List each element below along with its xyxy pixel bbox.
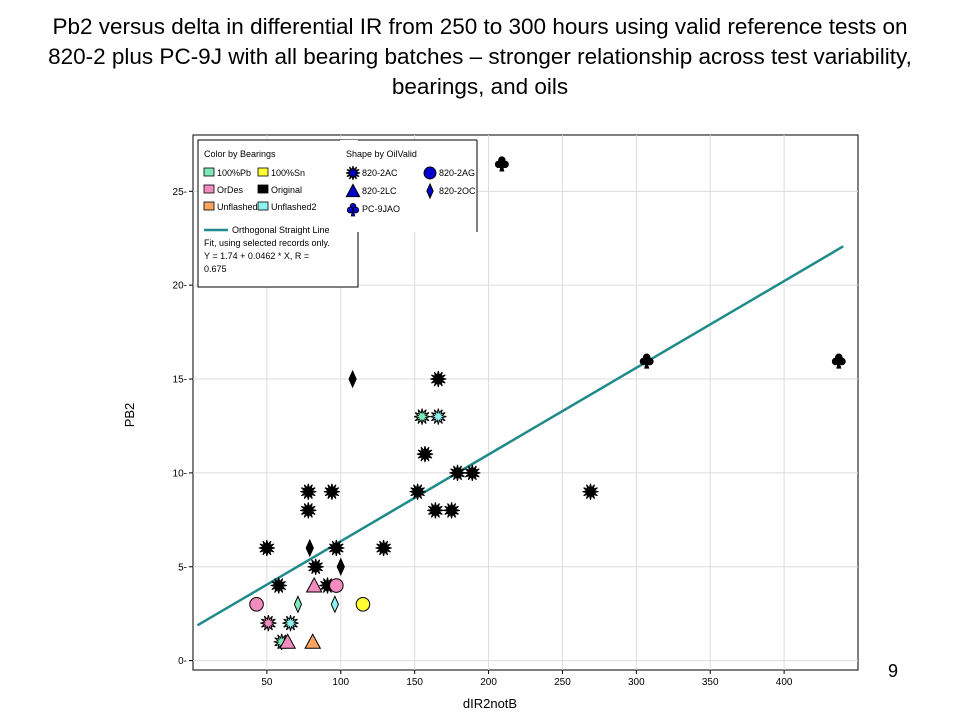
legend-shape-label: 820-2OC <box>439 186 476 196</box>
y-tick-label: 0- <box>178 656 187 667</box>
x-tick-label: 350 <box>702 677 719 688</box>
x-tick-label: 400 <box>776 677 793 688</box>
data-point <box>329 578 344 593</box>
legend-shape-star <box>345 165 361 181</box>
data-point <box>307 558 324 575</box>
data-point <box>409 483 426 500</box>
page-number: 9 <box>888 661 899 681</box>
data-point <box>328 539 345 557</box>
legend-color-label: OrDes <box>217 185 244 195</box>
data-point <box>427 502 444 519</box>
x-tick-label: 150 <box>406 677 423 688</box>
legend-line-label: Orthogonal Straight Line <box>232 225 330 235</box>
axis-ticks: 50 100 150 200 250 300 350 400 0- 5- 10- 15- 20- 25- <box>173 187 793 688</box>
data-point <box>260 614 277 632</box>
legend-color-swatch <box>203 167 215 177</box>
legend-fit-note: Fit, using selected records only. <box>204 238 330 248</box>
data-point <box>336 557 345 576</box>
data-point <box>323 483 341 500</box>
data-point <box>305 538 314 558</box>
y-tick-label: 10- <box>173 468 187 479</box>
data-point <box>300 483 317 500</box>
data-point <box>582 483 599 500</box>
x-axis-label: dIR2notB <box>463 696 517 711</box>
data-point <box>282 614 299 632</box>
data-points <box>249 156 846 650</box>
x-tick-label: 100 <box>332 677 349 688</box>
x-tick-label: 50 <box>261 677 273 688</box>
data-point <box>249 596 264 612</box>
data-point <box>279 633 297 649</box>
legend-color-label: Unflashed1 <box>217 202 263 212</box>
legend-shape-label: 820-2AG <box>439 168 475 178</box>
legend-shape-label: 820-2LC <box>362 186 397 196</box>
data-point <box>430 370 447 388</box>
legend-equation: Y = 1.74 + 0.0462 * X, R = <box>204 251 309 261</box>
data-point <box>304 633 322 649</box>
data-point <box>270 577 287 594</box>
x-tick-label: 250 <box>554 677 571 688</box>
x-tick-label: 200 <box>480 677 497 688</box>
data-point <box>293 595 303 614</box>
legend-color-swatch <box>257 184 269 194</box>
legend-shape-label: 820-2AC <box>362 168 398 178</box>
legend-shape-label: PC-9JAO <box>362 204 400 214</box>
legend-color-swatch <box>257 167 269 177</box>
legend-color-label: 100%Sn <box>271 168 305 178</box>
legend-r-value: 0.675 <box>204 264 227 274</box>
data-point <box>416 445 434 463</box>
data-point <box>300 502 317 519</box>
data-point <box>494 156 509 172</box>
legend-color-title: Color by Bearings <box>204 149 276 159</box>
legend-color-swatch <box>203 201 215 211</box>
data-point <box>831 353 846 369</box>
legend-shape-title: Shape by OilValid <box>346 149 417 159</box>
data-point <box>430 408 447 425</box>
fit-line <box>196 245 844 627</box>
data-point <box>375 539 392 557</box>
data-point <box>348 369 357 389</box>
y-tick-label: 25- <box>173 187 187 198</box>
slide-title: Pb2 versus delta in differential IR from… <box>48 14 912 99</box>
y-tick-label: 20- <box>173 281 187 292</box>
data-point <box>355 596 371 612</box>
legend-color-swatch <box>203 184 215 194</box>
data-point <box>639 353 654 369</box>
y-tick-label: 5- <box>178 562 187 573</box>
data-point <box>464 464 481 482</box>
x-tick-label: 300 <box>628 677 645 688</box>
legend-color-swatch <box>257 201 269 211</box>
legend-shape-triangle <box>345 183 361 198</box>
legend-color-label: Original <box>271 185 302 195</box>
legend: Color by Bearings Shape by OilValid 100%… <box>197 139 478 288</box>
legend-shape-circle <box>423 166 437 180</box>
data-point <box>258 539 276 557</box>
y-axis-label: PB2 <box>122 403 137 428</box>
legend-shape-club <box>346 203 360 217</box>
legend-color-label: 100%Pb <box>217 168 251 178</box>
y-tick-label: 15- <box>173 375 187 386</box>
data-point <box>443 502 460 519</box>
legend-color-label: Unflashed2 <box>271 202 317 212</box>
legend-shape-diamond <box>426 182 434 200</box>
data-point <box>413 408 431 425</box>
data-point <box>305 576 323 593</box>
data-point <box>449 464 466 482</box>
data-point <box>330 595 340 614</box>
